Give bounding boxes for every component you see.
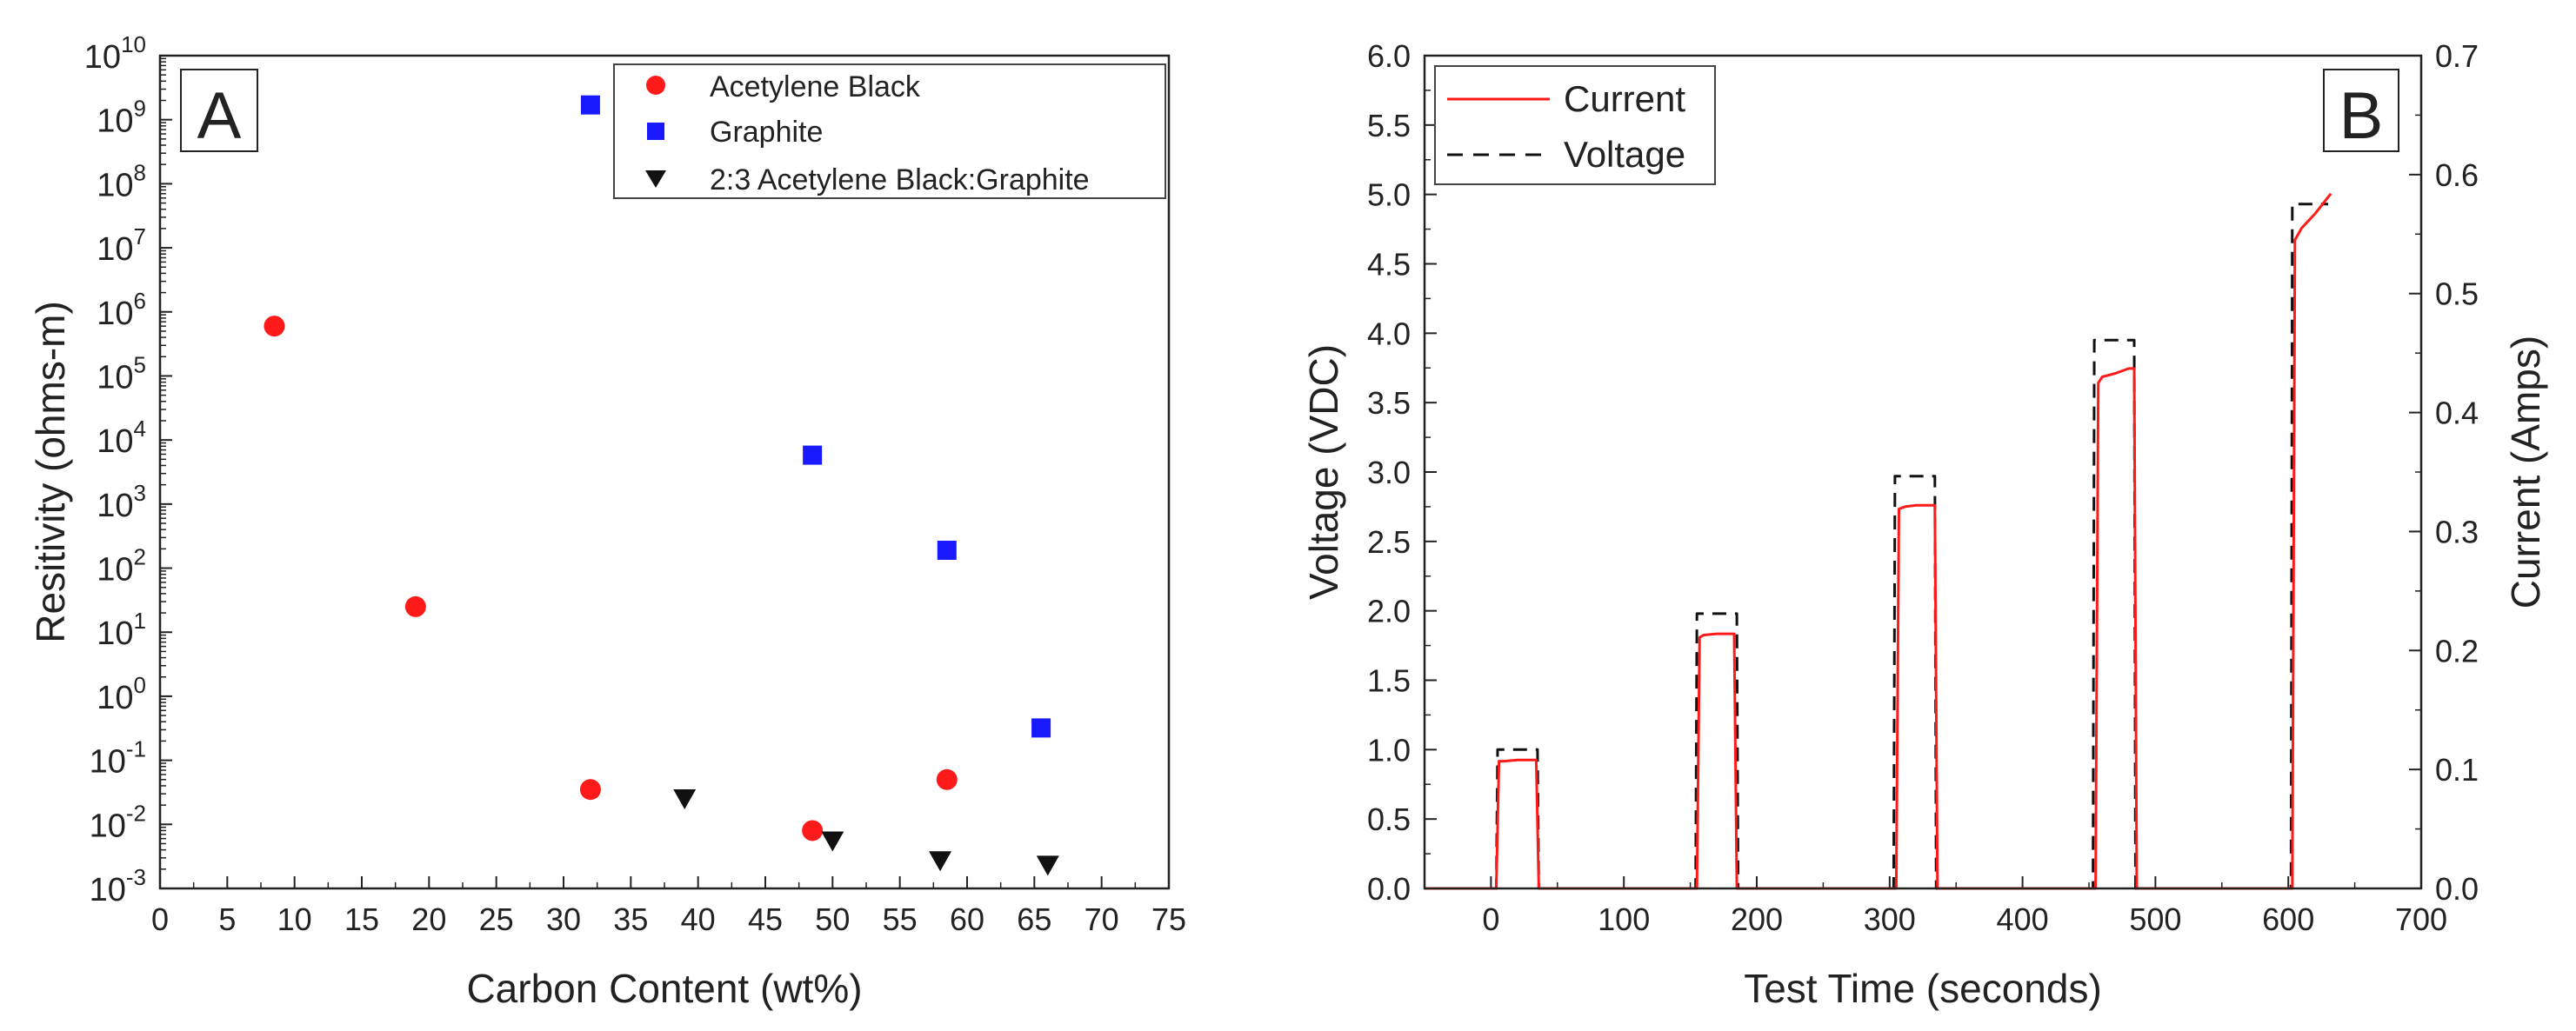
acetylene-black-point <box>802 820 824 841</box>
acetylene-black-point <box>579 779 601 801</box>
y-tick-label-right: 0.6 <box>2435 157 2479 193</box>
y-tick-label-left: 0.5 <box>1367 802 1411 837</box>
x-tick-label: 25 <box>479 901 514 937</box>
y-tick-label-right: 0.5 <box>2435 276 2479 312</box>
x-tick-label: 0 <box>1482 901 1499 937</box>
2-3-acetylene-black-graphite-point <box>673 788 697 809</box>
panel-a-points <box>264 95 1059 876</box>
legend-marker-graphite <box>647 123 664 140</box>
x-tick-label: 30 <box>546 901 581 937</box>
legend-marker-blend <box>645 170 666 188</box>
y-tick-label-left: 5.5 <box>1367 108 1411 143</box>
panel-b-y-axis-label-right: Current (Amps) <box>2503 336 2548 609</box>
y-tick-label-left: 5.0 <box>1367 177 1411 213</box>
panel-a-y-axis-label: Resitivity (ohms-m) <box>28 301 73 643</box>
y-tick-label: 10-2 <box>90 800 146 844</box>
panel-a-legend: Acetylene Black Graphite 2:3 Acetylene B… <box>613 63 1166 199</box>
y-tick-label-left: 2.5 <box>1367 524 1411 560</box>
y-tick-label-right: 0.7 <box>2435 38 2479 74</box>
x-tick-label: 35 <box>613 901 648 937</box>
acetylene-black-point <box>404 595 426 617</box>
y-tick-label: 1010 <box>84 31 146 76</box>
y-tick-label-left: 1.5 <box>1367 663 1411 699</box>
x-tick-label: 200 <box>1731 901 1783 937</box>
legend-marker-acetylene-black <box>646 76 665 95</box>
x-tick-label: 60 <box>950 901 984 937</box>
panel-b-x-axis-label: Test Time (seconds) <box>1744 966 2102 1011</box>
legend-label-graphite: Graphite <box>710 116 823 149</box>
acetylene-black-point <box>264 316 285 337</box>
panel-a-legend-box <box>613 63 1166 199</box>
acetylene-black-point <box>936 768 958 790</box>
panel-b: 0.00.51.01.52.02.53.03.54.04.55.05.56.0 … <box>1301 38 2548 1011</box>
legend-label-acetylene-black: Acetylene Black <box>710 70 921 103</box>
x-tick-label: 5 <box>218 901 236 937</box>
x-tick-label: 45 <box>748 901 783 937</box>
legend-label-voltage: Voltage <box>1564 134 1685 175</box>
x-tick-label: 100 <box>1598 901 1650 937</box>
x-tick-label: 400 <box>1997 901 2049 937</box>
panel-b-y-axis-label-left: Voltage (VDC) <box>1301 344 1346 600</box>
panel-b-y-ticks-right: 0.0 0.1 0.2 0.3 0.4 0.5 0.6 0.7 <box>2409 38 2479 907</box>
graphite-point <box>803 445 823 465</box>
y-tick-label-left: 6.0 <box>1367 38 1411 74</box>
x-tick-label: 65 <box>1017 901 1051 937</box>
panel-b-lines <box>1425 192 2332 890</box>
x-tick-label: 0 <box>151 901 169 937</box>
y-tick-label-right: 0.2 <box>2435 633 2479 668</box>
y-tick-label-left: 3.5 <box>1367 385 1411 421</box>
x-tick-label: 55 <box>883 901 918 937</box>
x-tick-label: 50 <box>815 901 850 937</box>
2-3-acetylene-black-graphite-point <box>1036 855 1059 876</box>
graphite-point <box>580 95 600 115</box>
panel-a-frame <box>158 54 1171 890</box>
y-tick-label-left: 2.0 <box>1367 594 1411 629</box>
x-tick-label: 20 <box>411 901 446 937</box>
y-tick-label-right: 0.4 <box>2435 396 2479 431</box>
x-tick-label: 500 <box>2129 901 2181 937</box>
y-tick-label: 109 <box>97 96 146 140</box>
y-tick-label: 103 <box>97 480 146 524</box>
panel-b-legend: Current Voltage <box>1434 65 1716 185</box>
x-tick-label: 10 <box>277 901 312 937</box>
panel-b-legend-box <box>1434 65 1716 185</box>
panel-a-x-axis-label: Carbon Content (wt%) <box>466 966 862 1011</box>
2-3-acetylene-black-graphite-point <box>821 831 844 852</box>
panel-b-label: B <box>2339 79 2384 153</box>
2-3-acetylene-black-graphite-point <box>929 851 952 872</box>
x-tick-label: 70 <box>1084 901 1119 937</box>
panel-a-label: A <box>197 79 242 153</box>
legend-label-blend: 2:3 Acetylene Black:Graphite <box>710 163 1090 196</box>
panel-b-label-box <box>2323 69 2399 152</box>
x-tick-label: 700 <box>2395 901 2447 937</box>
panel-a-label-box <box>180 69 258 152</box>
y-tick-label-right: 0.1 <box>2435 752 2479 788</box>
panel-b-frame <box>1423 54 2423 890</box>
graphite-point <box>937 540 957 560</box>
y-tick-label-left: 1.0 <box>1367 732 1411 768</box>
graphite-point <box>1031 718 1051 738</box>
y-tick-label-left: 0.0 <box>1367 871 1411 907</box>
y-tick-label-right: 0.0 <box>2435 871 2479 907</box>
y-tick-label-left: 4.5 <box>1367 247 1411 283</box>
panel-b-y-ticks-left: 0.0 0.5 1.0 1.5 2.0 2.5 3.0 3.5 4.0 4.5 5.0 5.5 6.0 <box>1367 38 1437 907</box>
x-tick-label: 300 <box>1864 901 1916 937</box>
legend-label-current: Current <box>1564 78 1685 119</box>
current-line <box>1425 192 2332 890</box>
x-tick-label: 40 <box>681 901 716 937</box>
y-tick-label-right: 0.3 <box>2435 514 2479 549</box>
y-tick-label-left: 3.0 <box>1367 455 1411 490</box>
x-tick-label: 600 <box>2262 901 2314 937</box>
x-tick-label: 15 <box>344 901 379 937</box>
x-tick-label: 75 <box>1151 901 1186 937</box>
y-tick-label-left: 4.0 <box>1367 316 1411 351</box>
